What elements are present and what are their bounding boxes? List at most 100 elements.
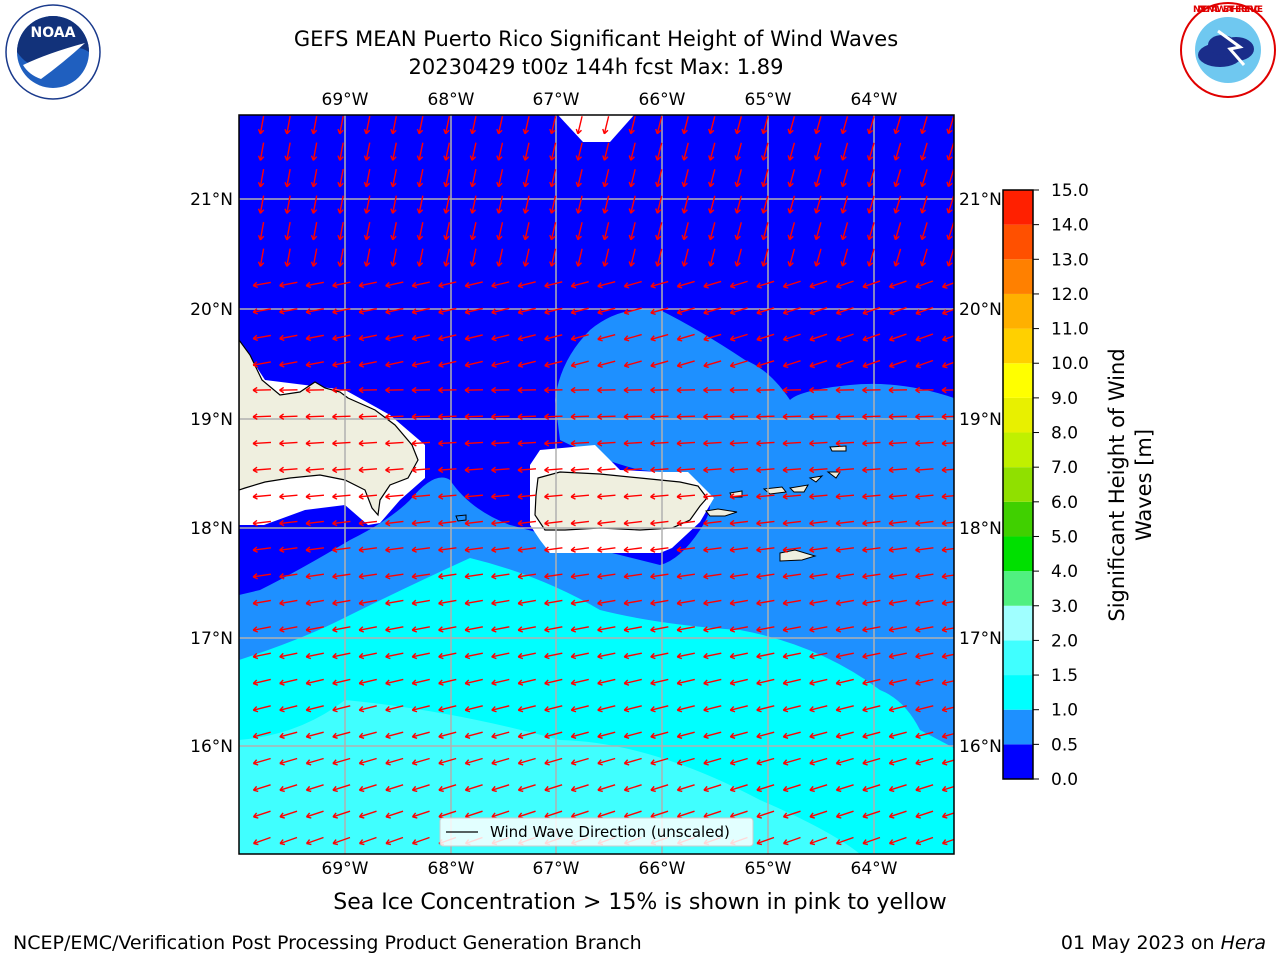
- wave-arrow: [544, 810, 563, 818]
- colorbar-segment: [1003, 571, 1033, 606]
- wave-arrow: [491, 757, 510, 765]
- wave-arrow-head: [782, 839, 789, 846]
- wave-arrow: [836, 599, 854, 605]
- wave-arrow: [259, 248, 265, 267]
- wave-arrow: [782, 494, 802, 498]
- wave-arrow-head: [597, 546, 603, 553]
- wave-arrow-head: [411, 546, 417, 553]
- colorbar-segment: [1003, 190, 1033, 225]
- wave-arrow-head: [438, 281, 444, 289]
- wave-arrow-head: [337, 208, 344, 214]
- colorbar-segment: [1003, 432, 1033, 468]
- wave-arrow-head: [332, 812, 338, 819]
- wave-arrow: [491, 705, 510, 711]
- wave-arrow-head: [279, 546, 285, 553]
- wave-arrow-head: [597, 599, 603, 607]
- wave-arrow: [915, 705, 934, 711]
- wave-arrow: [497, 195, 504, 214]
- wave-arrow-head: [915, 599, 921, 607]
- wave-arrow: [735, 195, 743, 214]
- wave-arrow-head: [835, 626, 842, 633]
- wave-arrow: [438, 334, 457, 340]
- wave-arrow: [279, 810, 298, 818]
- wave-arrow-head: [252, 732, 259, 740]
- wave-arrow: [676, 547, 696, 551]
- wave-arrow: [729, 468, 749, 471]
- wave-arrow: [365, 222, 371, 240]
- wave-arrow-head: [756, 599, 762, 607]
- wave-arrow: [836, 810, 854, 818]
- wave-arrow: [524, 169, 530, 187]
- wave-arrow-head: [544, 440, 550, 447]
- wave-arrow-head: [544, 679, 550, 686]
- wave-arrow-head: [337, 234, 344, 241]
- wave-arrow: [862, 731, 881, 738]
- wave-arrow-head: [676, 493, 682, 500]
- wave-arrow-head: [570, 706, 577, 713]
- wave-arrow: [862, 836, 881, 845]
- wave-arrow-head: [597, 785, 603, 793]
- wave-arrow: [306, 836, 324, 845]
- wave-arrow-head: [517, 282, 524, 289]
- wave-arrow: [252, 441, 272, 445]
- lat-label: 20°N: [959, 300, 1002, 320]
- wave-arrow: [544, 678, 563, 685]
- wave-arrow: [365, 248, 371, 267]
- wave-arrow: [497, 142, 504, 161]
- wave-arrow-head: [919, 261, 927, 267]
- wave-arrow-head: [782, 308, 789, 316]
- wave-arrow-head: [522, 155, 530, 161]
- wave-arrow-head: [915, 493, 921, 500]
- wave-arrow: [597, 731, 616, 738]
- wave-arrow: [359, 652, 377, 658]
- wave-arrow-head: [390, 181, 397, 188]
- wave-arrow-head: [676, 546, 682, 553]
- wave-arrow: [279, 308, 298, 313]
- wave-arrow: [358, 415, 378, 418]
- wave-arrow-head: [517, 732, 524, 740]
- wave-arrow: [630, 195, 636, 214]
- wave-arrow-head: [385, 440, 391, 447]
- wave-arrow-head: [703, 493, 709, 500]
- wave-arrow: [677, 280, 695, 288]
- wave-arrow: [915, 678, 934, 685]
- colorbar-segment: [1003, 397, 1033, 433]
- wave-arrow: [385, 441, 404, 445]
- wave-arrow: [676, 415, 696, 418]
- wave-arrow: [438, 494, 457, 498]
- wave-arrow-head: [575, 181, 582, 188]
- wave-arrow: [650, 280, 669, 288]
- wave-arrow: [730, 784, 748, 791]
- wave-arrow: [915, 333, 934, 341]
- wave-arrow-head: [650, 386, 656, 394]
- wave-arrow: [942, 361, 954, 368]
- wave-arrow: [650, 810, 669, 818]
- wave-arrow-head: [279, 812, 285, 819]
- wave-arrow-head: [305, 493, 311, 500]
- wave-arrow: [762, 116, 769, 134]
- wave-arrow-head: [332, 839, 339, 846]
- wave-arrow: [756, 494, 775, 498]
- wave-arrow-head: [570, 282, 577, 289]
- wave-arrow-head: [866, 208, 874, 214]
- wave-arrow: [312, 116, 318, 134]
- wave-arrow-head: [756, 493, 762, 500]
- wave-arrow: [809, 705, 828, 711]
- wave-arrow: [438, 705, 457, 711]
- wave-arrow-head: [915, 386, 921, 394]
- wave-arrow-head: [332, 334, 338, 342]
- wave-arrow: [418, 222, 424, 240]
- wave-arrow: [650, 652, 669, 658]
- wave-arrow-head: [279, 281, 285, 289]
- wave-arrow-head: [390, 261, 397, 267]
- wave-arrow: [650, 520, 669, 525]
- wave-arrow-head: [570, 466, 576, 474]
- wave-arrow: [358, 573, 378, 578]
- wave-arrow: [703, 468, 722, 471]
- wave-arrow: [624, 280, 642, 288]
- wave-arrow: [571, 705, 589, 711]
- wave-arrow-head: [888, 309, 895, 316]
- legend-label: Wind Wave Direction (unscaled): [490, 823, 730, 841]
- wave-arrow: [465, 757, 483, 765]
- wave-arrow-head: [835, 386, 841, 394]
